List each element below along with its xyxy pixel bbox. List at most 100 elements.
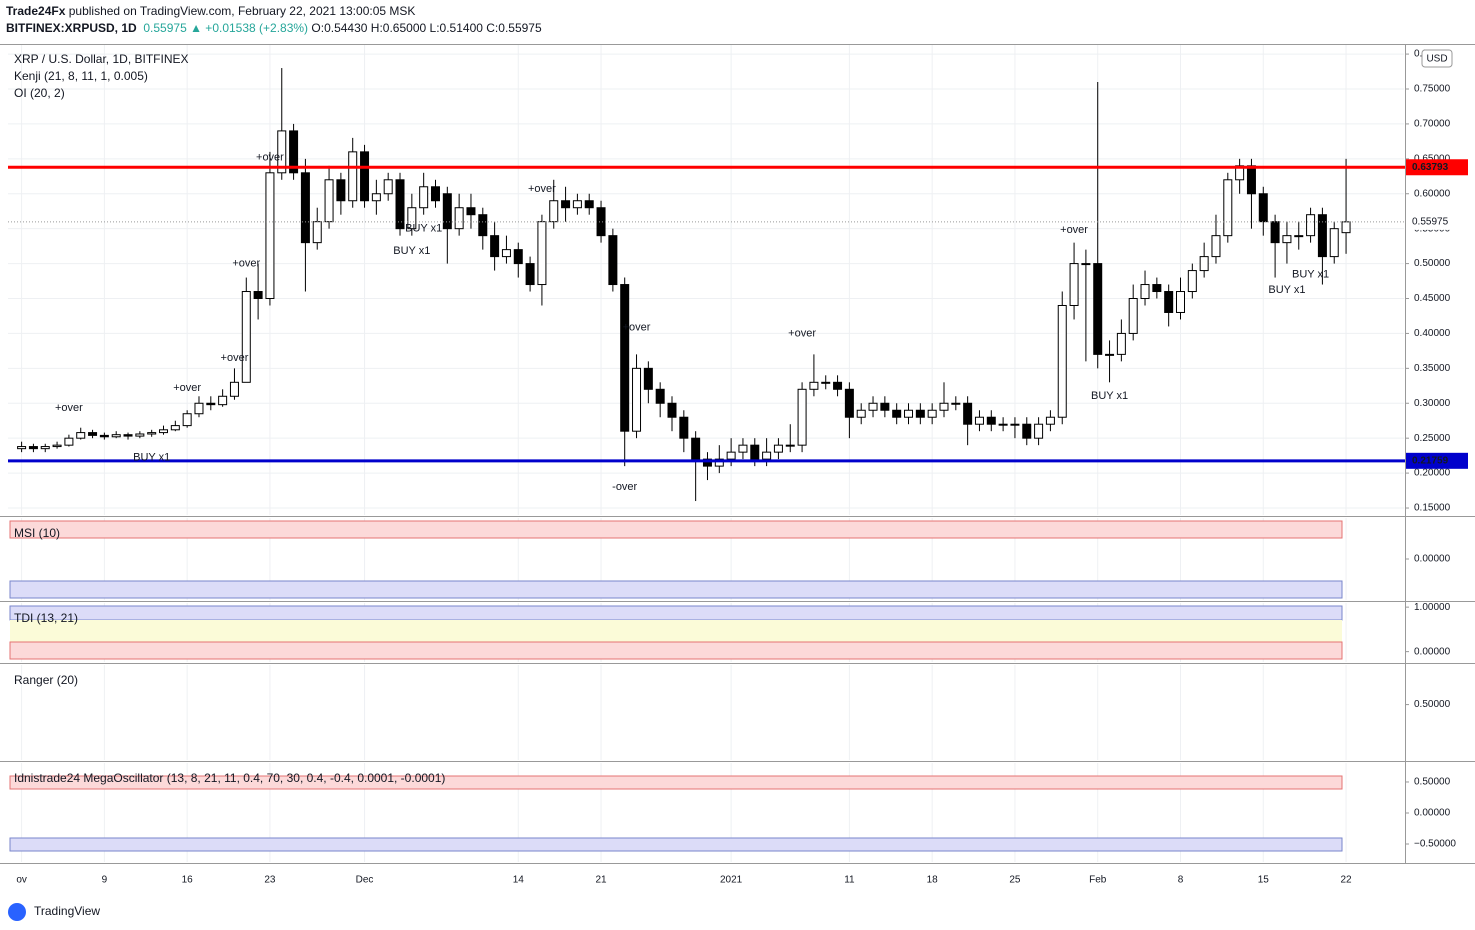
signal-annotation: -over [612,481,637,493]
signal-annotation: +over [528,183,556,195]
y-tick-label: 0.25000 [1414,433,1451,444]
candle-body [1282,235,1292,244]
candle-body [1317,214,1327,258]
candle-body [312,221,322,244]
candle-body [170,425,180,431]
candle-body [1306,214,1316,237]
candle-body [584,200,594,209]
candle-body [1093,263,1103,355]
last-price-box [1406,213,1468,230]
candle-body [194,402,204,415]
y-tick-label: 0.00000 [1414,646,1451,657]
candle-body [1140,284,1150,300]
x-tick-label: 2021 [720,875,743,886]
publish-line: Trade24Fx published on TradingView.com, … [6,3,542,20]
candle-body [620,284,630,432]
x-tick-label: 15 [1258,875,1270,886]
candle-body [915,409,925,418]
candle-body [1246,165,1256,195]
candle-body [1294,235,1304,238]
candle-body [738,444,748,453]
candle-body [111,434,121,438]
candle-body [76,432,86,439]
candle-body [478,214,488,237]
candle-body [490,235,500,258]
candle-body [1175,291,1185,313]
candle-body [442,193,452,230]
candle-body [383,179,393,195]
candle-body [572,200,582,209]
candle-body [1105,353,1115,356]
candle-body [1034,423,1044,439]
candle-body [714,458,724,467]
x-tick-label: 16 [182,875,194,886]
candle-body [785,444,795,447]
candle-body [419,186,429,209]
x-tick-label: 21 [595,875,607,886]
x-tick-label: 25 [1009,875,1021,886]
y-tick-label: 0.75000 [1414,84,1451,95]
signal-annotation: BUY x1 [393,245,430,257]
candle-body [501,249,511,258]
candle-body [52,444,62,448]
signal-annotation: +over [221,352,249,364]
signal-annotation: +over [256,151,284,163]
y-tick-label: 0.45000 [1414,293,1451,304]
candle-body [1152,284,1162,293]
signal-annotation: BUY x1 [1091,390,1128,402]
candle-body [360,151,370,202]
candle-body [206,402,216,406]
y-tick-label: 0.15000 [1414,503,1451,514]
symbol-line: BITFINEX:XRPUSD, 1D 0.55975 ▲ +0.01538 (… [6,20,542,37]
mega-lower-band [9,837,1343,852]
y-tick-label: 0.20000 [1414,468,1451,479]
x-tick-label: 23 [264,875,276,886]
candle-body [182,413,192,427]
signal-annotation: BUY x1 [1268,284,1305,296]
y-tick-label: 0.35000 [1414,363,1451,374]
candle-body [229,381,239,397]
signal-annotation: +over [173,382,201,394]
candle-body [430,186,440,202]
candle-body [561,200,571,209]
legend-line: Kenji (21, 8, 11, 1, 0.005) [14,69,148,83]
candle-body [1010,423,1020,426]
candle-body [880,402,890,411]
y-tick-label: 0.40000 [1414,328,1451,339]
candle-body [147,432,157,435]
candle-body [324,179,334,223]
candle-body [159,429,169,434]
candle-body [135,433,145,437]
candle-body [667,402,677,418]
ohlc-open: O:0.54430 [311,21,368,35]
candle-body [123,434,133,437]
candle-body [1187,270,1197,293]
published: published on TradingView.com, February 2… [68,4,416,18]
candle-body [939,402,949,411]
x-tick-label: 22 [1340,875,1352,886]
candle-body [348,151,358,202]
candle-body [844,388,854,418]
pane-title: Ranger (20) [14,673,78,687]
candle-body [797,388,807,446]
panes [0,44,1475,921]
candle-body [289,130,299,174]
candle-body [1022,423,1032,439]
candle-body [974,416,984,425]
x-tick-label: Feb [1089,875,1107,886]
candle-body [904,409,914,418]
y-tick-label: 0.50000 [1414,777,1451,788]
candle-body [1270,221,1280,244]
legend-line: OI (20, 2) [14,86,65,100]
tdi-lower-band [9,641,1343,660]
level-label: 0.63793 [1412,162,1449,173]
candle-body [336,179,346,202]
candle-body [513,249,523,265]
candle-body [88,432,98,436]
signal-annotation: +over [623,322,651,334]
tdi-mid-band [10,620,1342,642]
candle-body [1258,193,1268,223]
last-price-label: 0.55975 [1412,217,1449,228]
